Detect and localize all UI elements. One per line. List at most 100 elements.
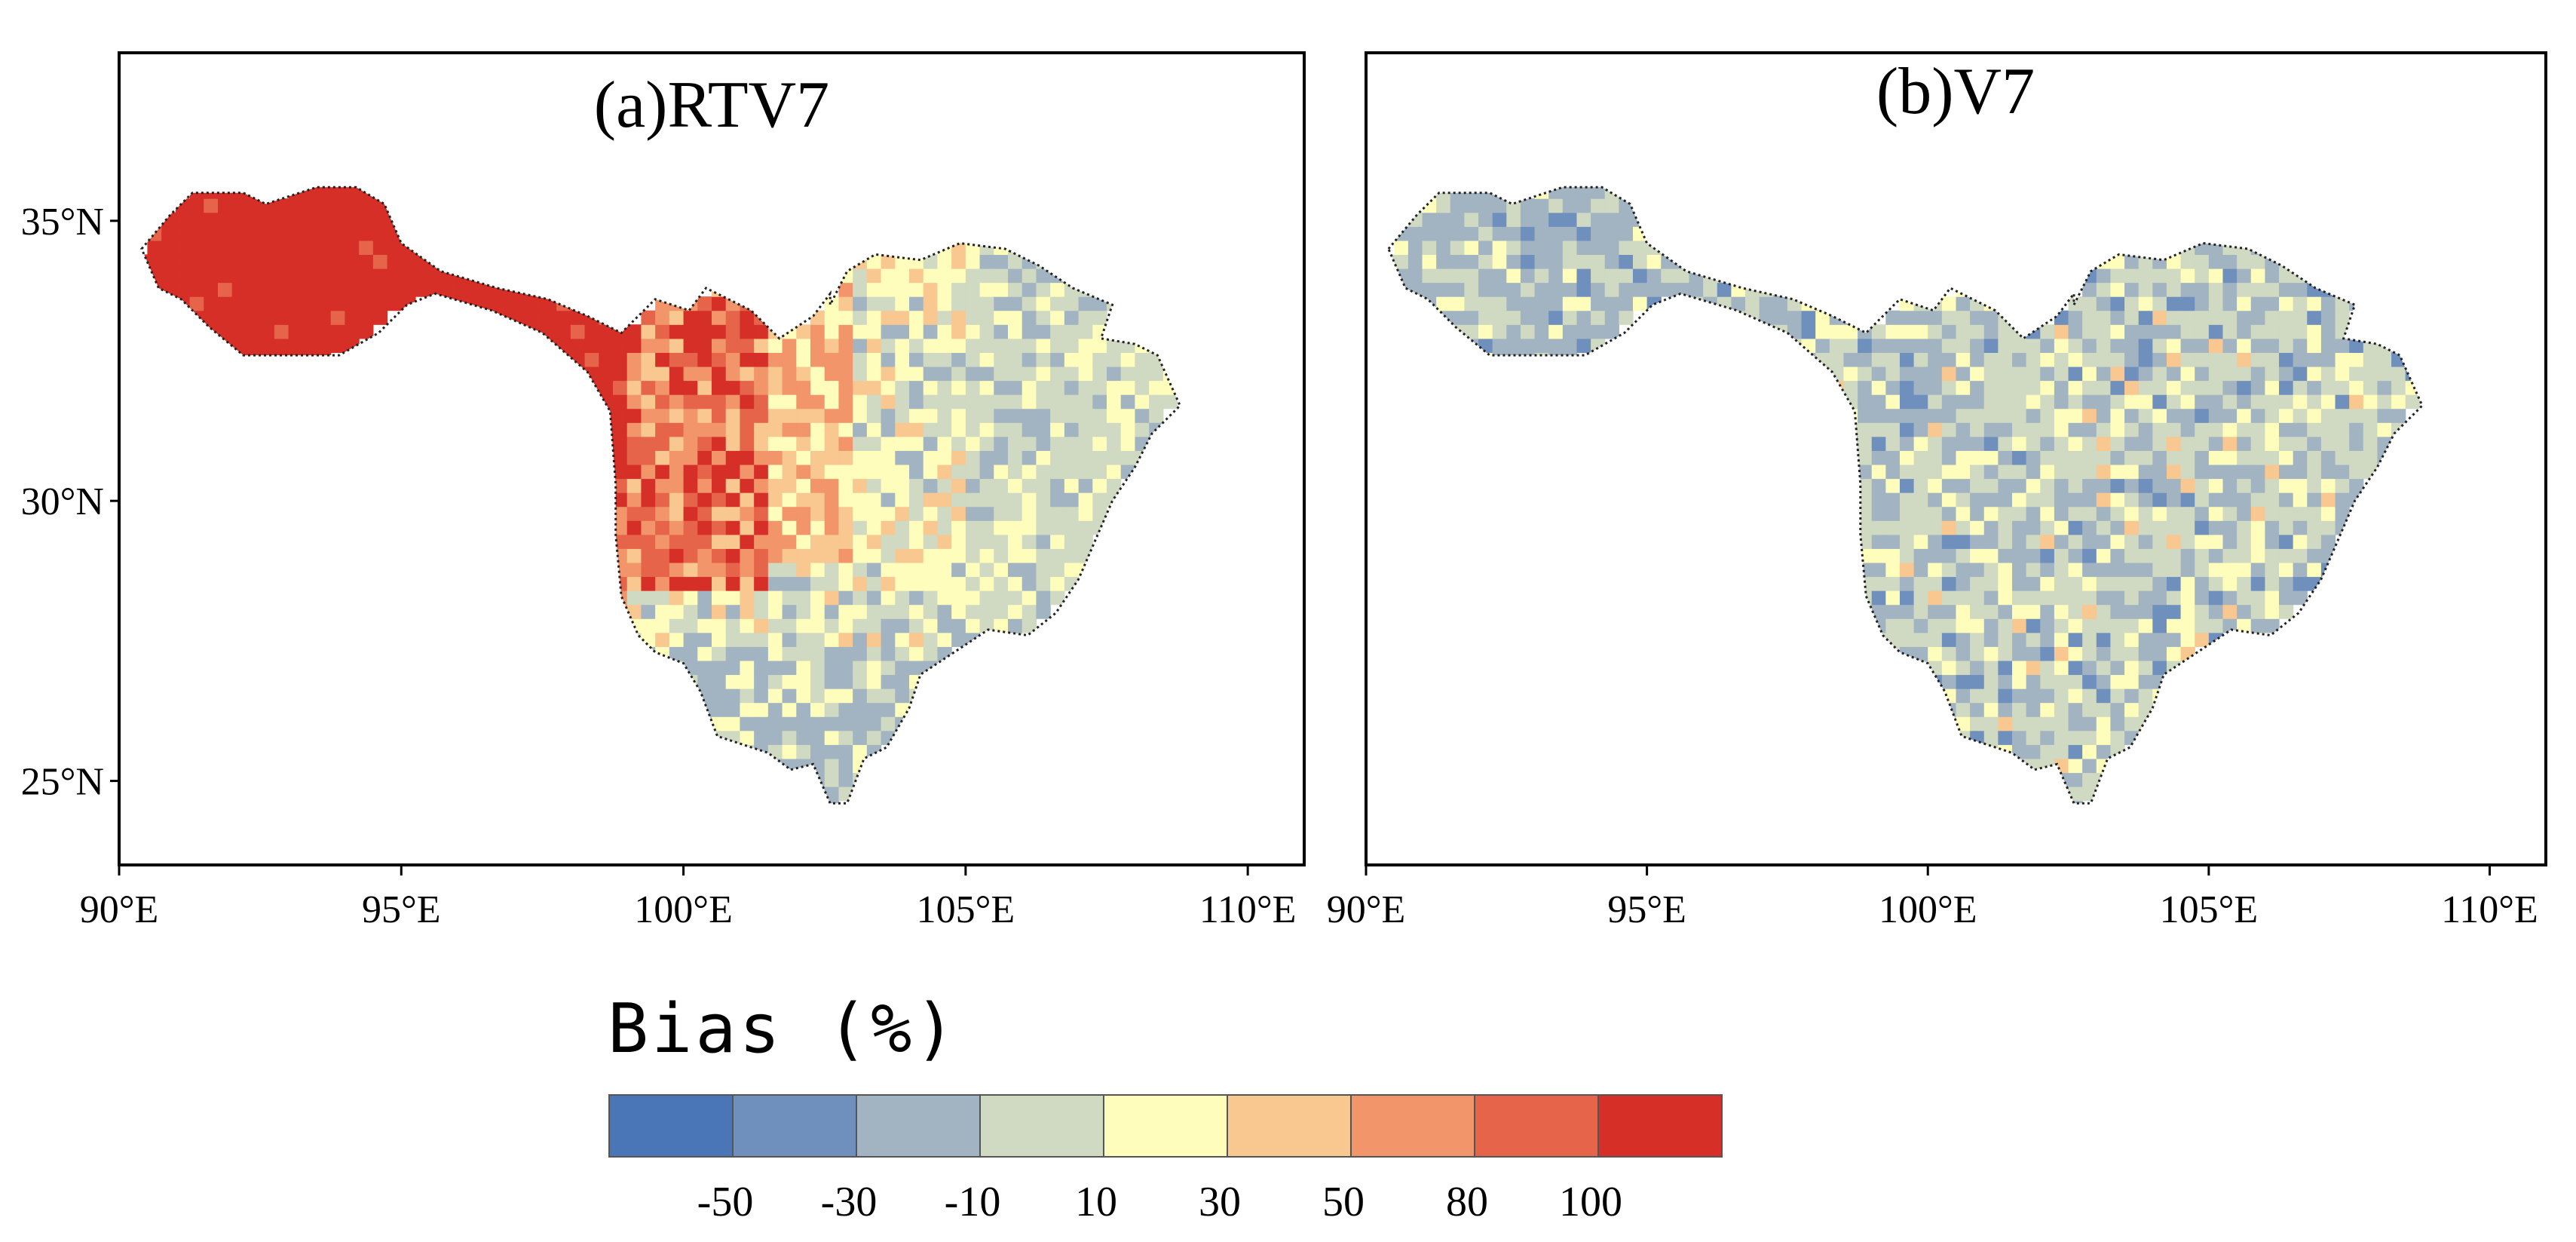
heatmap-cell	[810, 576, 825, 591]
heatmap-cell	[697, 422, 712, 437]
heatmap-cell	[2040, 492, 2055, 508]
heatmap-cell	[2307, 338, 2322, 353]
heatmap-cell	[1036, 352, 1051, 367]
heatmap-cell	[881, 520, 896, 535]
heatmap-cell	[909, 282, 924, 297]
heatmap-cell	[1956, 394, 1971, 409]
heatmap-cell	[937, 254, 952, 269]
heatmap-cell	[2068, 310, 2083, 325]
heatmap-cell	[1998, 310, 2013, 325]
heatmap-cell	[909, 506, 924, 521]
heatmap-cell	[1998, 660, 2013, 676]
heatmap-cell	[810, 618, 825, 633]
heatmap-cell	[2040, 688, 2055, 704]
heatmap-cell	[1913, 632, 1928, 647]
heatmap-cell	[2293, 562, 2308, 578]
heatmap-cell	[1885, 450, 1901, 465]
heatmap-cell	[1036, 394, 1051, 409]
heatmap-cell	[2250, 310, 2265, 325]
heatmap-cell	[372, 212, 388, 227]
heatmap-cell	[2208, 324, 2224, 339]
heatmap-cell	[979, 366, 994, 382]
heatmap-cell	[866, 646, 882, 661]
heatmap-cell	[1871, 338, 1886, 353]
heatmap-cell	[1970, 562, 1985, 578]
heatmap-cell	[2279, 324, 2294, 339]
heatmap-cell	[1591, 324, 1606, 339]
heatmap-cell	[2195, 618, 2210, 633]
heatmap-cell	[909, 534, 924, 549]
heatmap-cell	[2279, 254, 2294, 269]
heatmap-cell	[1970, 380, 1985, 395]
heatmap-cell	[669, 310, 685, 325]
heatmap-cell	[782, 506, 797, 521]
heatmap-cell	[359, 296, 374, 311]
heatmap-cell	[866, 478, 882, 493]
heatmap-cell	[979, 254, 994, 269]
heatmap-cell	[2237, 380, 2252, 395]
heatmap-cell	[1956, 646, 1971, 661]
heatmap-cells-b	[1388, 187, 2420, 804]
heatmap-cell	[866, 632, 882, 647]
heatmap-cell	[1913, 352, 1928, 367]
heatmap-cell	[2082, 520, 2097, 535]
heatmap-cell	[2363, 380, 2378, 395]
heatmap-cell	[754, 702, 769, 717]
heatmap-cell	[2307, 492, 2322, 508]
heatmap-cell	[1970, 394, 1985, 409]
heatmap-cell	[895, 534, 910, 549]
heatmap-cell	[683, 632, 698, 647]
heatmap-cell	[345, 282, 360, 297]
heatmap-cell	[979, 464, 994, 480]
heatmap-cell	[824, 590, 840, 606]
heatmap-cell	[782, 702, 797, 717]
heatmap-cell	[359, 212, 374, 227]
heatmap-cell	[2082, 787, 2097, 802]
heatmap-cell	[2152, 464, 2167, 480]
legend-tick-label: -30	[821, 1179, 878, 1225]
heatmap-cell	[1998, 520, 2013, 535]
heatmap-cell	[2195, 506, 2210, 521]
heatmap-cell	[2180, 520, 2195, 535]
heatmap-cell	[669, 324, 685, 339]
heatmap-cell	[1562, 296, 1578, 311]
heatmap-cell	[824, 324, 840, 339]
heatmap-cell	[1998, 478, 2013, 493]
heatmap-cell	[725, 618, 741, 633]
heatmap-cell	[2320, 478, 2336, 493]
heatmap-cell	[1970, 338, 1985, 353]
heatmap-cell	[697, 534, 712, 549]
heatmap-cell	[2320, 464, 2336, 480]
heatmap-cell	[810, 660, 825, 676]
heatmap-cell	[2293, 352, 2308, 367]
heatmap-cell	[1436, 310, 1451, 325]
heatmap-cell	[754, 604, 769, 619]
heatmap-cell	[1689, 282, 1704, 297]
heatmap-cell	[725, 702, 741, 717]
heatmap-cell	[1092, 338, 1107, 353]
heatmap-cell	[669, 366, 685, 382]
heatmap-cell	[979, 478, 994, 493]
heatmap-cell	[260, 240, 275, 255]
heatmap-cell	[641, 646, 656, 661]
heatmap-cell	[2237, 436, 2252, 451]
heatmap-cell	[754, 562, 769, 578]
heatmap-cell	[2124, 352, 2140, 367]
heatmap-cell	[1885, 576, 1901, 591]
heatmap-cell	[2068, 534, 2083, 549]
heatmap-cell	[1064, 506, 1080, 521]
heatmap-cell	[740, 366, 755, 382]
heatmap-cell	[204, 310, 219, 325]
heatmap-cell	[1022, 352, 1037, 367]
heatmap-cell	[246, 324, 261, 339]
heatmap-cell	[1913, 450, 1928, 465]
heatmap-cell	[2293, 590, 2308, 606]
heatmap-cell	[2152, 548, 2167, 563]
heatmap-cell	[810, 422, 825, 437]
heatmap-cell	[767, 674, 783, 689]
heatmap-cell	[655, 646, 670, 661]
heatmap-cell	[1885, 436, 1901, 451]
heatmap-cell	[853, 464, 868, 480]
heatmap-cell	[853, 324, 868, 339]
heatmap-cell	[2138, 478, 2153, 493]
